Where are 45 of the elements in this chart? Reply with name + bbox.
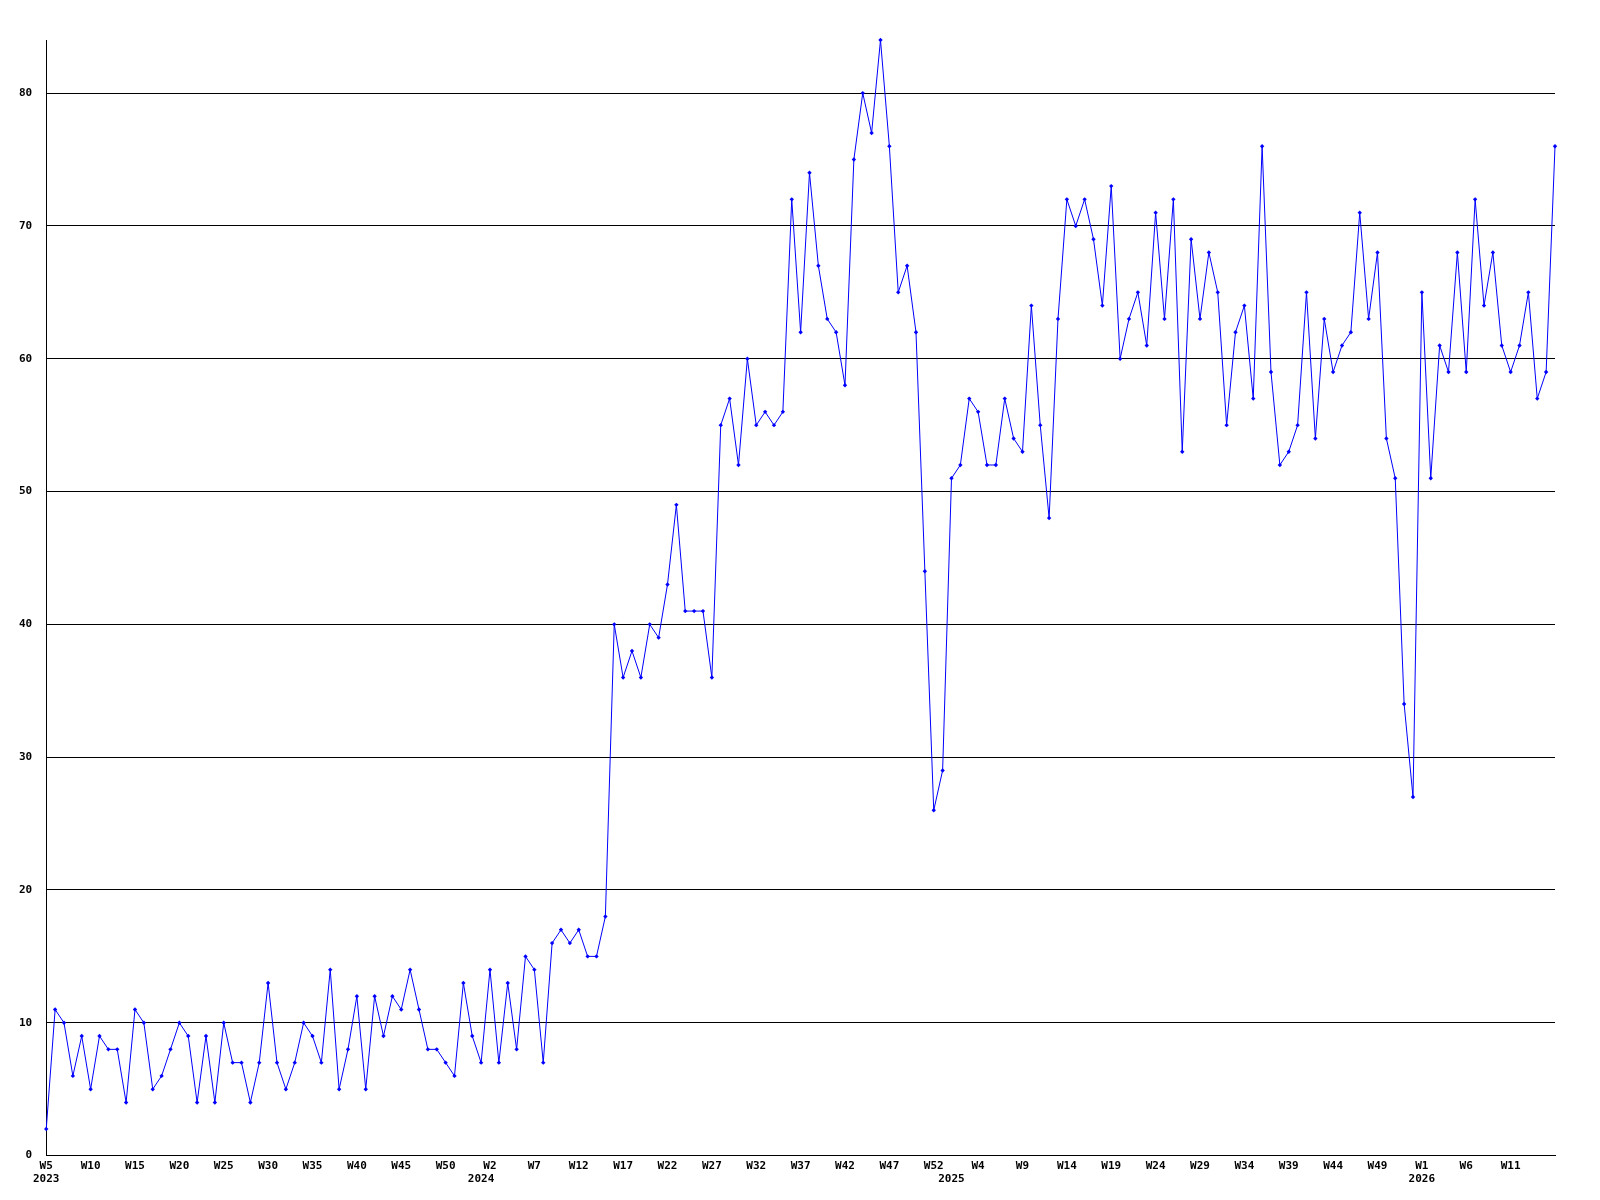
x-tick-label: W50	[435, 1159, 456, 1173]
x-tick-label: W30	[258, 1159, 279, 1173]
x-tick-label: 2024	[467, 1172, 495, 1186]
y-tick-label: 10	[19, 1015, 33, 1029]
x-tick-label: W45	[391, 1159, 412, 1173]
x-tick-label: W9	[1015, 1159, 1030, 1173]
x-tick-label: W5 2023	[33, 1159, 60, 1186]
x-tick-label: W11	[1500, 1159, 1521, 1173]
x-tick-label: W19	[1101, 1159, 1122, 1173]
x-tick-label: W1 2026	[1408, 1159, 1436, 1186]
x-tick-label: W20	[169, 1159, 190, 1173]
x-tick-label: W34	[1234, 1159, 1255, 1173]
x-tick-label: W49	[1367, 1159, 1388, 1173]
x-tick-label: W52	[923, 1159, 944, 1173]
x-tick-label: W22	[657, 1159, 678, 1173]
x-tick-label: W42	[835, 1159, 855, 1173]
x-tick-label: W37	[790, 1159, 811, 1173]
x-tick-label: W4	[971, 1159, 986, 1173]
x-tick-label: W2	[483, 1159, 497, 1173]
x-tick-label: W24	[1145, 1159, 1166, 1173]
x-tick-label: W39	[1278, 1159, 1299, 1173]
x-tick-label: W14	[1056, 1159, 1078, 1173]
y-tick-label: 80	[19, 85, 33, 99]
y-tick-label: 60	[19, 351, 33, 365]
x-tick-label: W32	[746, 1159, 767, 1173]
x-tick-label: W12	[568, 1159, 589, 1173]
x-tick-label: W44	[1323, 1159, 1344, 1173]
x-tick-label: W6	[1459, 1159, 1474, 1173]
y-tick-label: 20	[19, 882, 33, 896]
y-tick-label: 50	[19, 484, 33, 498]
x-tick-label: W10	[80, 1159, 101, 1173]
x-tick-label: W17	[613, 1159, 634, 1173]
x-tick-label: 2025	[938, 1172, 965, 1186]
y-tick-label: 0	[25, 1148, 33, 1162]
y-tick-label: 30	[19, 750, 33, 764]
x-tick-label: W29	[1190, 1159, 1210, 1173]
x-tick-label: W27	[701, 1159, 722, 1173]
x-tick-label: W7	[527, 1159, 541, 1173]
y-tick-label: 70	[19, 218, 33, 232]
y-tick-label: 40	[19, 617, 33, 631]
x-tick-label: W15	[125, 1159, 145, 1173]
x-tick-label: W40	[346, 1159, 367, 1173]
x-tick-label: W47	[879, 1159, 900, 1173]
x-tick-label: W35	[302, 1159, 323, 1173]
x-tick-label: W25	[213, 1159, 234, 1173]
